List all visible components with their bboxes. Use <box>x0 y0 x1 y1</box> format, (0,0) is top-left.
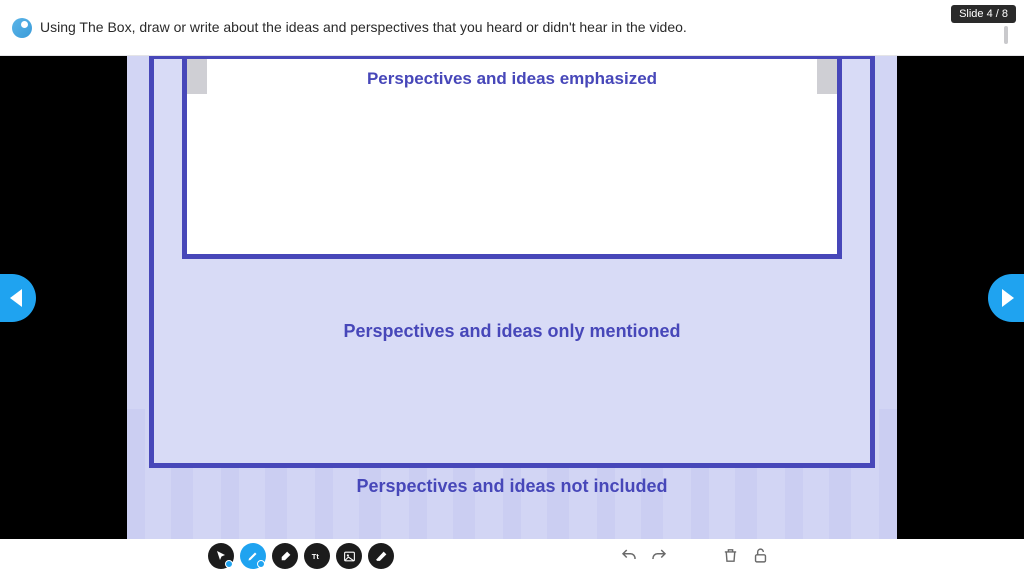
trash-icon <box>722 547 739 564</box>
tool-group-drawing: Tt <box>208 543 394 569</box>
arrow-right-icon <box>1002 289 1014 307</box>
tool-group-history <box>620 547 668 565</box>
redo-button[interactable] <box>650 547 668 565</box>
label-not-included: Perspectives and ideas not included <box>127 476 897 497</box>
highlighter-icon <box>279 550 292 563</box>
inner-box: Perspectives and ideas emphasized <box>182 59 842 259</box>
outer-box: Perspectives and ideas emphasized Perspe… <box>149 56 875 468</box>
pointer-tool-button[interactable] <box>208 543 234 569</box>
undo-icon <box>620 547 638 565</box>
eraser-icon <box>375 550 388 563</box>
next-slide-button[interactable] <box>988 274 1024 322</box>
pointer-icon <box>215 550 227 562</box>
highlighter-tool-button[interactable] <box>272 543 298 569</box>
unlock-icon <box>752 547 769 564</box>
prev-slide-button[interactable] <box>0 274 36 322</box>
delete-button[interactable] <box>722 547 740 565</box>
undo-button[interactable] <box>620 547 638 565</box>
app-logo-icon <box>12 18 32 38</box>
lock-button[interactable] <box>752 547 770 565</box>
redo-icon <box>650 547 668 565</box>
pen-icon <box>247 550 259 562</box>
slide-counter-text: Slide 4 / 8 <box>959 8 1008 20</box>
text-icon: Tt <box>310 549 324 563</box>
arrow-left-icon <box>10 289 22 307</box>
image-icon <box>343 550 356 563</box>
text-tool-button[interactable]: Tt <box>304 543 330 569</box>
instruction-text: Using The Box, draw or write about the i… <box>40 18 687 38</box>
scroll-indicator <box>1004 26 1008 44</box>
header-bar: Using The Box, draw or write about the i… <box>0 0 1024 56</box>
tool-group-object <box>722 547 770 565</box>
slide-counter-badge: Slide 4 / 8 <box>951 5 1016 23</box>
svg-text:Tt: Tt <box>312 552 320 561</box>
stage: Perspectives and ideas emphasized Perspe… <box>0 56 1024 539</box>
label-emphasized: Perspectives and ideas emphasized <box>187 69 837 89</box>
pen-tool-button[interactable] <box>240 543 266 569</box>
label-mentioned: Perspectives and ideas only mentioned <box>154 321 870 342</box>
image-tool-button[interactable] <box>336 543 362 569</box>
eraser-tool-button[interactable] <box>368 543 394 569</box>
slide-canvas[interactable]: Perspectives and ideas emphasized Perspe… <box>127 56 897 539</box>
toolbar: Tt <box>0 539 1024 571</box>
